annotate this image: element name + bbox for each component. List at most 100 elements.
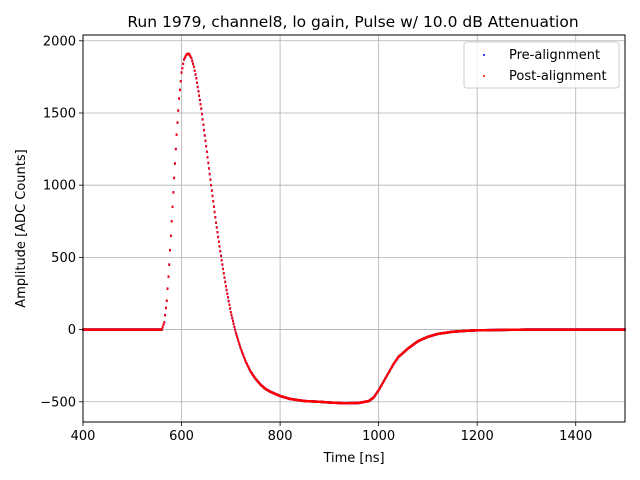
data-point — [169, 248, 171, 252]
data-point — [229, 311, 232, 314]
data-point — [244, 360, 247, 363]
data-point — [181, 67, 184, 70]
data-point — [232, 322, 235, 326]
data-point — [382, 380, 385, 383]
data-point — [217, 240, 220, 243]
data-point — [215, 226, 218, 229]
data-point — [232, 319, 234, 323]
data-point — [213, 210, 216, 214]
data-point — [383, 379, 386, 382]
data-point — [201, 118, 204, 121]
data-point — [390, 366, 393, 370]
data-point — [169, 234, 172, 237]
legend-marker-post-alignment — [483, 75, 485, 77]
y-tick-label: 1000 — [43, 179, 76, 194]
data-point — [197, 90, 200, 93]
data-point — [195, 77, 198, 80]
data-point — [236, 335, 239, 339]
data-point — [385, 375, 388, 378]
data-point — [378, 387, 381, 391]
data-point — [183, 56, 186, 60]
x-tick-label: 1400 — [559, 429, 592, 444]
data-point — [189, 55, 192, 58]
data-point — [202, 123, 205, 126]
data-point — [243, 358, 246, 361]
data-point — [167, 275, 170, 278]
data-point — [180, 71, 183, 74]
data-point — [188, 52, 190, 55]
data-point — [381, 382, 384, 386]
data-point — [208, 167, 210, 170]
legend-label-post-alignment: Post-alignment — [509, 69, 607, 84]
data-point — [170, 220, 173, 223]
y-tick-label: 500 — [51, 251, 76, 266]
data-point — [205, 150, 208, 153]
data-point — [248, 368, 251, 372]
x-tick-label: 800 — [268, 429, 293, 444]
x-axis-label: Time [ns] — [322, 451, 384, 466]
data-point — [164, 313, 167, 317]
data-point — [236, 338, 239, 341]
data-point — [223, 276, 226, 279]
data-point — [233, 325, 236, 328]
data-point — [206, 156, 209, 159]
ticks: 400 600 800 1000 1200 1400 −500 0 500 1000 1500 200… — [40, 34, 592, 444]
data-point — [211, 194, 214, 198]
data-point — [391, 365, 393, 368]
x-tick-label: 1200 — [461, 429, 494, 444]
data-point — [212, 200, 215, 203]
data-point — [175, 133, 178, 136]
data-point — [220, 254, 222, 258]
data-point — [234, 331, 237, 334]
data-point — [384, 377, 386, 381]
data-point — [389, 367, 392, 371]
data-point — [225, 288, 228, 292]
series-post-alignment — [82, 52, 626, 405]
data-point — [205, 144, 208, 148]
data-point — [209, 178, 212, 181]
data-point — [388, 369, 391, 372]
data-point — [208, 172, 211, 176]
data-point — [174, 147, 177, 151]
legend-box — [463, 41, 620, 89]
data-point — [162, 323, 165, 326]
data-point — [247, 365, 250, 369]
data-point — [241, 350, 243, 354]
data-point — [237, 340, 240, 343]
y-tick-label: −500 — [40, 395, 76, 410]
data-point — [235, 333, 238, 336]
legend: Pre-alignment Post-alignment — [463, 41, 620, 89]
data-point — [161, 325, 164, 329]
data-point — [196, 85, 199, 89]
data-point — [192, 65, 195, 68]
data-point — [218, 245, 221, 248]
data-point — [224, 285, 227, 288]
data-point — [386, 372, 389, 376]
data-point — [379, 385, 382, 388]
data-point — [222, 272, 225, 275]
data-point — [171, 205, 174, 209]
data-point — [377, 389, 380, 392]
data-point — [172, 191, 175, 194]
plot-frame — [82, 34, 626, 423]
data-point — [183, 58, 185, 61]
data-point — [198, 98, 201, 102]
data-point — [239, 344, 241, 348]
data-point — [246, 363, 248, 366]
data-point — [242, 354, 245, 357]
data-point — [230, 313, 233, 317]
data-point — [216, 231, 219, 234]
data-point — [176, 121, 179, 124]
data-point — [210, 183, 213, 187]
grid-lines — [82, 35, 625, 422]
data-point — [188, 54, 191, 57]
data-point — [160, 328, 163, 331]
y-axis-label: Amplitude [ADC Counts] — [14, 149, 29, 307]
data-point — [214, 216, 217, 219]
data-point — [224, 280, 227, 284]
data-point — [178, 97, 180, 100]
x-tick-label: 1000 — [362, 429, 395, 444]
data-point — [245, 361, 248, 364]
data-point — [228, 303, 231, 307]
